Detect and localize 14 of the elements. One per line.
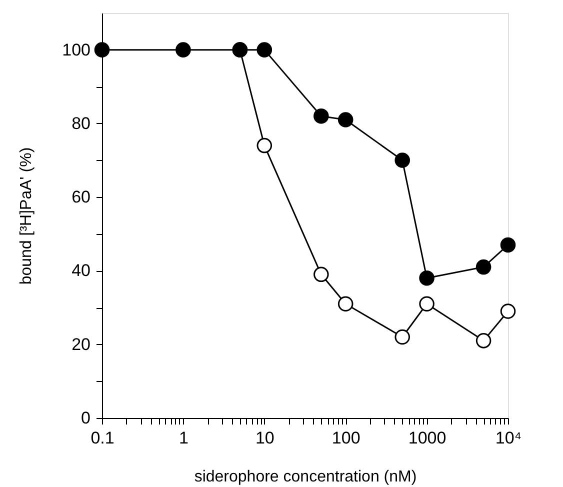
y-tick-label: 40 — [72, 261, 90, 280]
x-tick-label: 10⁴ — [495, 428, 522, 448]
y-axis-title: bound [³H]PaA' (%) — [18, 147, 36, 285]
x-tick-label: 10 — [255, 428, 274, 448]
x-tick-label: 0.1 — [90, 428, 114, 448]
x-tick-label: 100 — [332, 428, 360, 448]
y-tick-label: 100 — [62, 40, 90, 60]
x-axis-title: siderophore concentration (nM) — [194, 468, 417, 486]
x-tick-label: 1000 — [408, 428, 446, 448]
y-tick-label: 20 — [72, 334, 90, 354]
x-tick-label: 1 — [178, 428, 188, 448]
y-tick-label: 0 — [81, 408, 90, 428]
y-tick-label: 60 — [72, 188, 90, 207]
y-tick-label: 80 — [72, 114, 90, 133]
